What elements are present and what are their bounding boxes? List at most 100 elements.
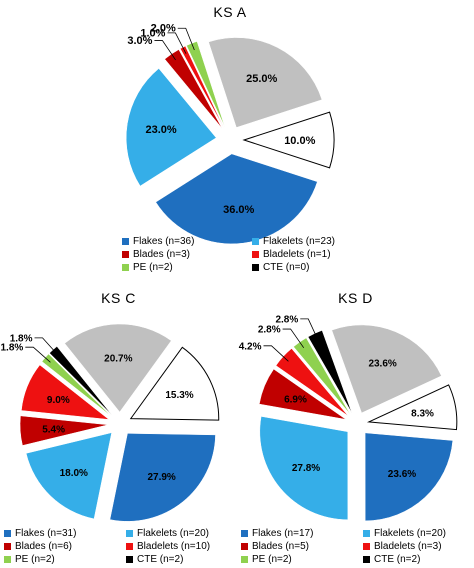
legend-item: CTE (n=0) xyxy=(252,262,309,273)
legend-swatch xyxy=(4,543,11,550)
callout-line xyxy=(167,32,187,54)
legend-label: Flakelets (n=20) xyxy=(374,528,446,539)
legend-item: Flakelets (n=23) xyxy=(252,236,335,247)
chart-title: KS D xyxy=(338,290,373,306)
slice-label: 23.0% xyxy=(145,124,176,136)
legend-label: Blades (n=6) xyxy=(15,541,72,552)
legend-label: Bladelets (n=10) xyxy=(137,541,211,552)
legend-swatch xyxy=(122,264,129,271)
legend-swatch xyxy=(241,530,248,537)
slice-label: 8.3% xyxy=(411,409,434,420)
legend-swatch xyxy=(122,251,129,258)
chart-legend: Flakes (n=17) Flakelets (n=20) Blades (n=5… xyxy=(241,528,474,568)
legend-swatch xyxy=(4,530,11,537)
callout-line xyxy=(263,345,289,362)
slice-label: 1.0% xyxy=(140,27,165,39)
legend-item: Bladelets (n=3) xyxy=(363,541,442,552)
legend-item: Flakelets (n=20) xyxy=(363,528,446,539)
legend-swatch xyxy=(122,238,129,245)
pie-slice xyxy=(259,416,349,520)
slice-label: 23.6% xyxy=(388,469,416,480)
pie-slice xyxy=(331,324,442,414)
callout-line xyxy=(282,328,305,349)
legend-item: Flakelets (n=20) xyxy=(126,528,209,539)
pie-slice xyxy=(19,415,109,446)
legend-label: Blades (n=5) xyxy=(252,541,309,552)
slice-label: 2.8% xyxy=(275,314,298,325)
pie-slice xyxy=(129,346,220,421)
legend-swatch xyxy=(126,543,133,550)
legend-swatch xyxy=(241,543,248,550)
slice-label: 15.3% xyxy=(165,390,193,401)
callout-line xyxy=(25,346,51,363)
legend-swatch xyxy=(241,556,248,563)
legend-item: PE (n=2) xyxy=(4,554,55,565)
pie-slice xyxy=(208,37,323,128)
legend-swatch xyxy=(126,530,133,537)
legend-item: PE (n=2) xyxy=(241,554,292,565)
legend-label: Flakes (n=36) xyxy=(133,236,195,247)
legend-label: Flakes (n=17) xyxy=(252,528,314,539)
chart-legend: Flakes (n=36) Flakelets (n=23) Blades (n=3… xyxy=(122,236,362,280)
legend-item: Flakes (n=31) xyxy=(4,528,76,539)
slice-label: 1.8% xyxy=(10,333,33,344)
legend-item: Bladelets (n=1) xyxy=(252,249,331,260)
legend-item: PE (n=2) xyxy=(122,262,173,273)
legend-swatch xyxy=(252,238,259,245)
callout-line xyxy=(34,337,59,356)
callout-line xyxy=(300,318,319,340)
legend-item: Flakes (n=17) xyxy=(241,528,313,539)
callout-line xyxy=(177,27,195,51)
slice-label: 23.6% xyxy=(368,359,396,370)
slice-label: 25.0% xyxy=(246,73,277,85)
pie-slice xyxy=(25,432,112,520)
pie-panel-ks-c: KS C 27.9% 18.0% 5.4% 9.0% 1.8% 1.8% 20.7% 15.3… xyxy=(0,288,237,568)
legend-item: CTE (n=2) xyxy=(126,554,183,565)
legend-label: Flakes (n=31) xyxy=(15,528,77,539)
legend-item: CTE (n=2) xyxy=(363,554,420,565)
pie-slice xyxy=(366,384,458,431)
legend-label: CTE (n=0) xyxy=(263,262,310,273)
slice-label: 6.9% xyxy=(284,395,307,406)
pie-chart: 36.0% 23.0% 3.0%1.0%2.0% 25.0% 10.0% xyxy=(125,23,335,245)
legend-label: Bladelets (n=1) xyxy=(263,249,331,260)
slice-label: 2.8% xyxy=(258,325,281,336)
pie-slice xyxy=(125,68,217,187)
pie-slice xyxy=(258,368,347,420)
slice-label: 9.0% xyxy=(47,395,70,406)
slice-label: 1.8% xyxy=(0,343,23,354)
legend-item: Blades (n=6) xyxy=(4,541,72,552)
legend-swatch xyxy=(252,251,259,258)
legend-swatch xyxy=(363,543,370,550)
legend-swatch xyxy=(363,530,370,537)
legend-label: CTE (n=2) xyxy=(374,554,421,565)
pie-panel-ks-a: KS A 36.0% 23.0% 3.0% 1.0% 2.0% 25.0% 10.0% Fl… xyxy=(100,0,360,280)
legend-swatch xyxy=(252,264,259,271)
chart-legend: Flakes (n=31) Flakelets (n=20) Blades (n=6… xyxy=(4,528,237,568)
slice-label: 27.9% xyxy=(147,472,175,483)
legend-label: PE (n=2) xyxy=(252,554,292,565)
legend-swatch xyxy=(4,556,11,563)
legend-item: Bladelets (n=10) xyxy=(126,541,210,552)
slice-label: 4.2% xyxy=(239,341,262,352)
legend-label: Bladelets (n=3) xyxy=(374,541,442,552)
chart-title: KS C xyxy=(101,290,136,306)
legend-item: Flakes (n=36) xyxy=(122,236,194,247)
slice-label: 3.0% xyxy=(127,35,152,47)
pie-chart: 27.9% 18.0% 5.4% 9.0% 1.8%1.8% 20.7% 15.3% xyxy=(0,323,220,522)
legend-label: Flakelets (n=20) xyxy=(137,528,209,539)
callout-line xyxy=(154,40,176,61)
slice-label: 20.7% xyxy=(104,353,132,364)
pie-slice xyxy=(21,364,110,420)
slice-label: 18.0% xyxy=(60,468,88,479)
legend-swatch xyxy=(126,556,133,563)
chart-title: KS A xyxy=(213,4,247,20)
slice-label: 27.8% xyxy=(292,463,320,474)
slice-label: 36.0% xyxy=(223,204,254,216)
slice-label: 5.4% xyxy=(42,424,65,435)
legend-item: Blades (n=5) xyxy=(241,541,309,552)
legend-label: CTE (n=2) xyxy=(137,554,184,565)
legend-swatch xyxy=(363,556,370,563)
pie-slice xyxy=(155,153,318,245)
